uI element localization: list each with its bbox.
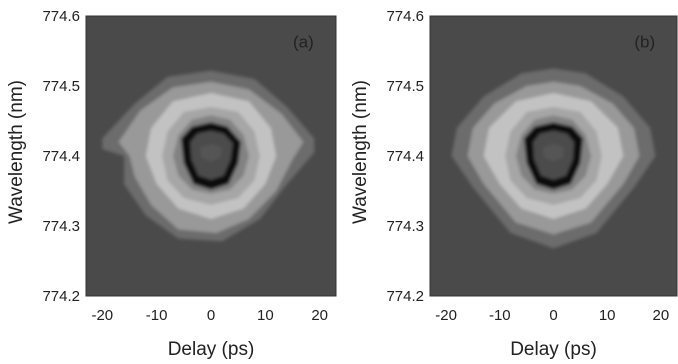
y-tick-label: 774.5 — [42, 78, 80, 95]
x-tick-label: 10 — [257, 307, 274, 324]
x-tick-label: 20 — [311, 307, 328, 324]
x-tick-label: -10 — [489, 307, 511, 324]
contour-level-8 — [542, 143, 565, 162]
heatmap-bands — [102, 70, 315, 242]
y-tick-label: 774.6 — [386, 8, 424, 25]
y-tick-label: 774.6 — [42, 8, 80, 25]
plot-frame — [85, 15, 337, 297]
panel-label: (a) — [293, 33, 314, 52]
y-tick-label: 774.3 — [386, 218, 424, 235]
y-tick-label: 774.3 — [42, 218, 80, 235]
x-axis-label: Delay (ps) — [168, 339, 255, 360]
y-tick-label: 774.4 — [386, 148, 424, 165]
chart-panel-a: -20 -10 0 10 20 774.2 774.3 774.4 774.5 774.6 Dela… — [6, 8, 337, 360]
heatmap-bands — [451, 68, 656, 249]
x-tick-label: -20 — [91, 307, 113, 324]
y-axis-label: Wavelength (nm) — [6, 80, 27, 224]
y-tick-label: 774.4 — [42, 148, 80, 165]
y-tick-label: 774.5 — [386, 78, 424, 95]
x-tick-label: -10 — [146, 307, 168, 324]
chart-panel-b: -20 -10 0 10 20 774.2 774.3 774.4 774.5 774.6 Dela… — [350, 8, 678, 360]
x-tick-label: -20 — [435, 307, 457, 324]
x-axis-label: Delay (ps) — [510, 339, 597, 360]
x-tick-label: 0 — [207, 307, 215, 324]
x-tick-label: 10 — [599, 307, 616, 324]
x-tick-label: 20 — [653, 307, 670, 324]
plot-frame — [429, 15, 678, 297]
contour-level-8 — [200, 143, 222, 162]
y-tick-label: 774.2 — [42, 288, 80, 305]
panel-label: (b) — [634, 33, 655, 52]
x-tick-label: 0 — [549, 307, 557, 324]
y-tick-label: 774.2 — [386, 288, 424, 305]
y-axis-label: Wavelength (nm) — [350, 80, 371, 224]
